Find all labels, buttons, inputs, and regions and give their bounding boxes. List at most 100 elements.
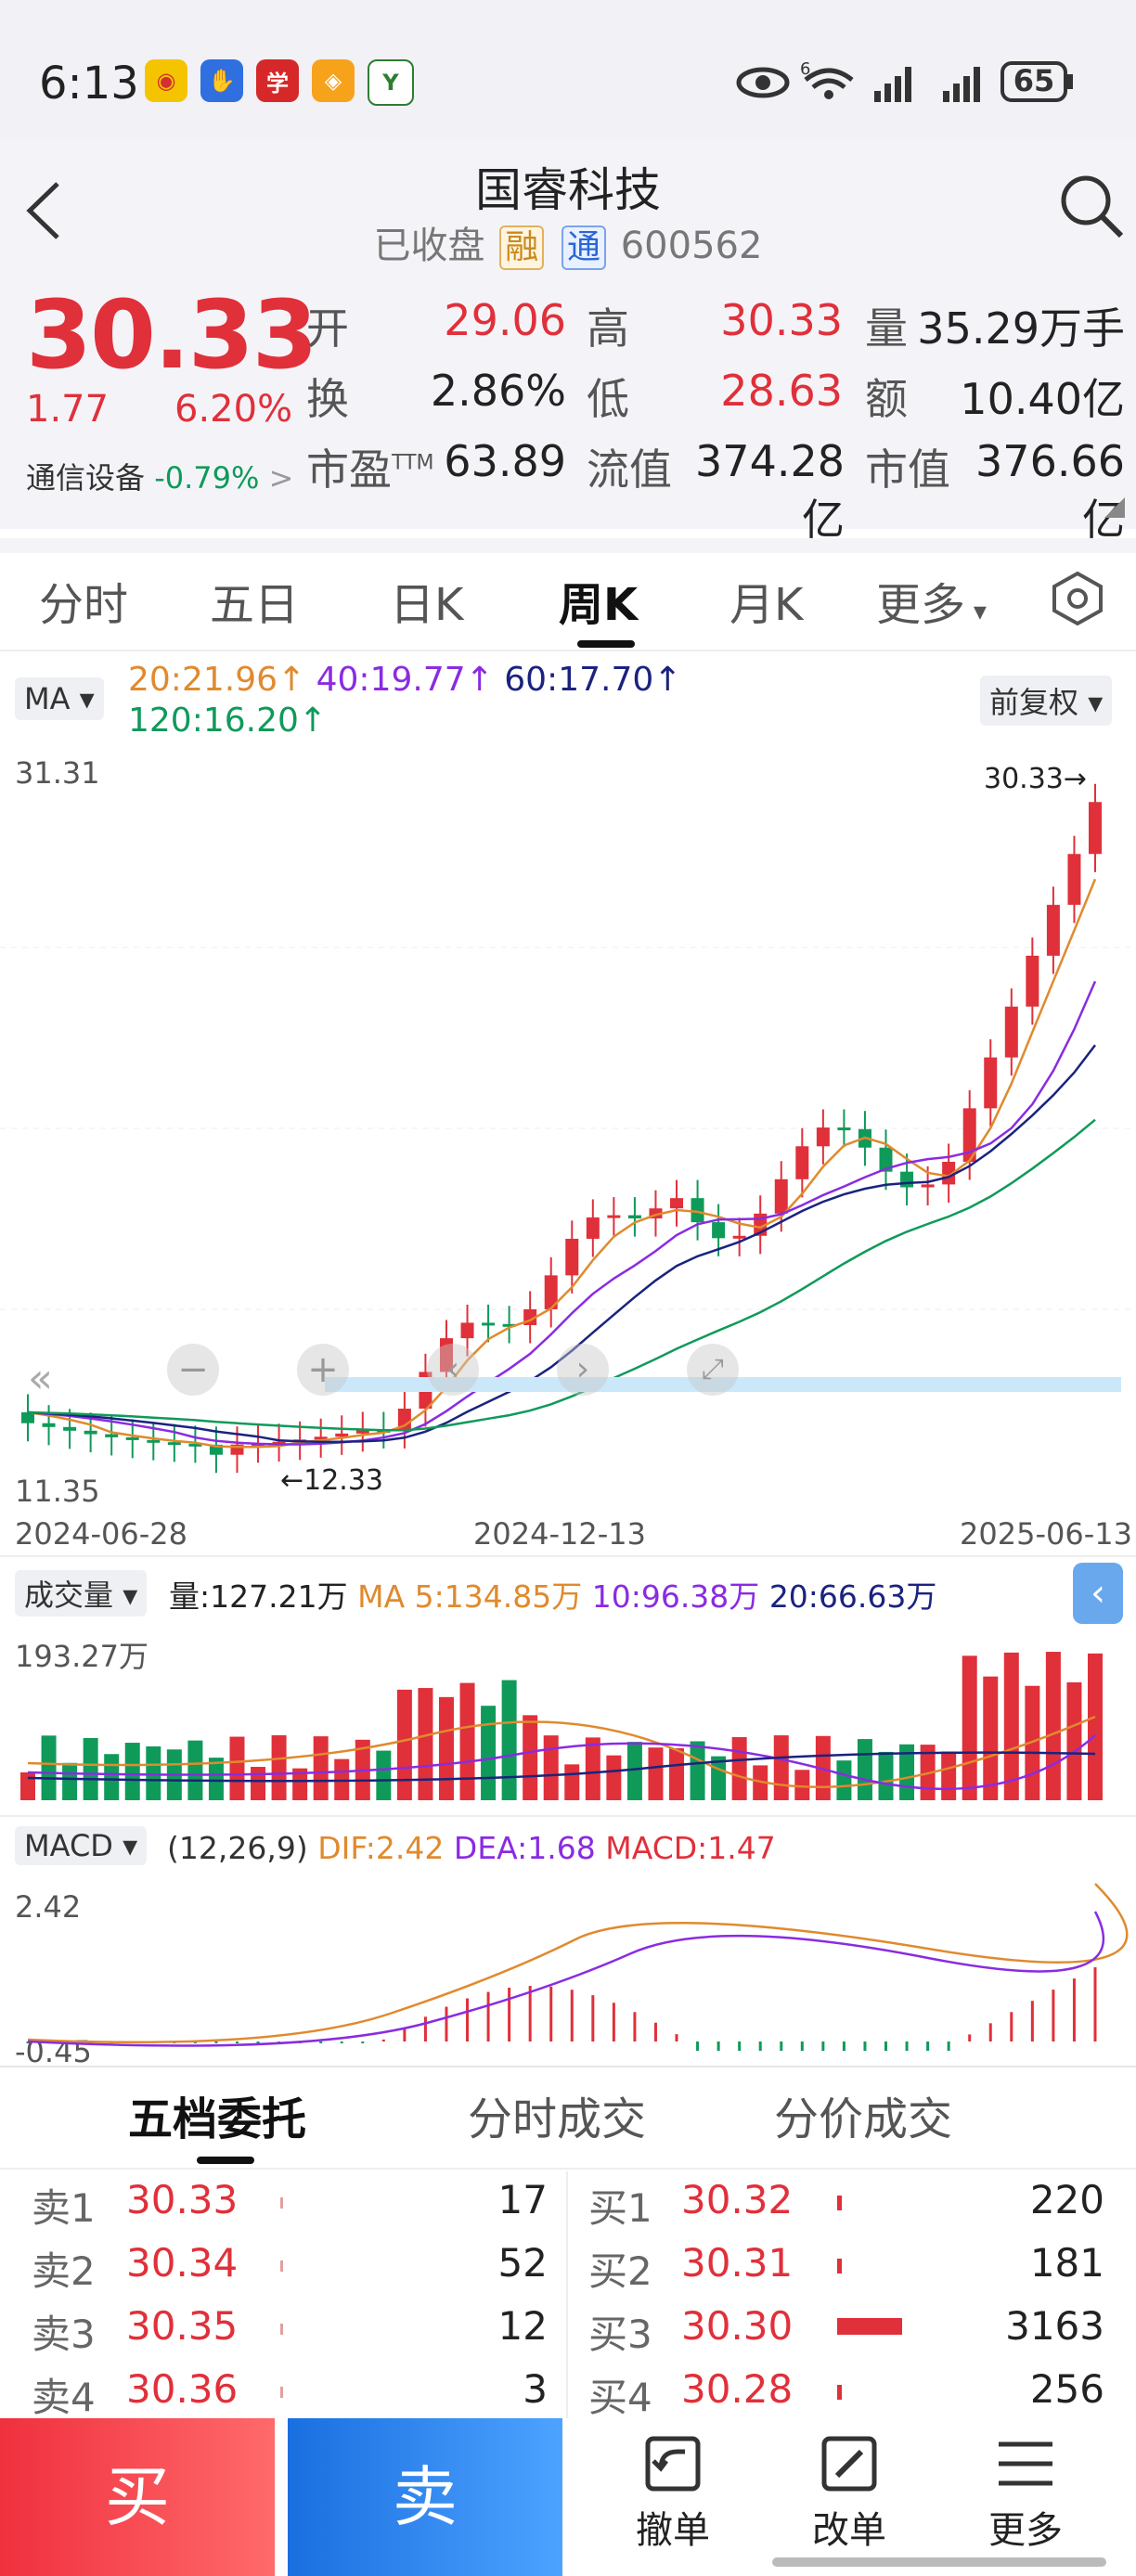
date-mid: 2024-12-13: [473, 1516, 646, 1552]
volume-max-label: 193.27万: [15, 1639, 148, 1674]
tab-more[interactable]: 更多 ▾: [876, 579, 987, 631]
bid1-price[interactable]: 30.32: [681, 2177, 794, 2222]
ask2-price[interactable]: 30.34: [126, 2240, 239, 2286]
battery-icon: [1000, 61, 1073, 102]
candle-body: [962, 1108, 976, 1163]
search-icon[interactable]: [1056, 171, 1127, 241]
candle-body: [649, 1208, 663, 1219]
sell-button[interactable]: 卖: [288, 2418, 562, 2576]
buy-button[interactable]: 买: [0, 2418, 275, 2576]
bid2-price[interactable]: 30.31: [681, 2240, 794, 2286]
volume-bar: [648, 1747, 664, 1800]
bid4-qty: 256: [1029, 2366, 1104, 2412]
volume-bar: [292, 1768, 308, 1800]
edit-order-button[interactable]: 改单: [789, 2431, 910, 2570]
volume-label: 量: [865, 303, 908, 354]
tab-time-trades[interactable]: 分时成交: [468, 2093, 647, 2145]
market-cap-value: 376.66亿: [975, 436, 1125, 545]
ma120-value: 120:16.20↑: [128, 702, 328, 740]
ask1-bar: [280, 2197, 283, 2209]
zoom-out-icon[interactable]: −: [167, 1344, 219, 1396]
battery-level: 65: [1013, 63, 1055, 98]
cancel-order-button[interactable]: 撤单: [613, 2431, 733, 2570]
ask3-price[interactable]: 30.35: [126, 2303, 239, 2349]
zoom-in-icon[interactable]: +: [297, 1344, 349, 1396]
candle-body: [544, 1275, 558, 1309]
candle-body: [21, 1411, 34, 1423]
candle-body: [63, 1426, 77, 1431]
candle-body: [670, 1198, 684, 1209]
volume-bar: [1003, 1652, 1019, 1800]
tab-intraday[interactable]: 分时: [39, 579, 129, 631]
tab-monthly-k[interactable]: 月K: [729, 579, 804, 631]
adjust-selector[interactable]: 前复权 ▾: [980, 676, 1113, 726]
candle-body: [627, 1215, 641, 1219]
bid3-label: 买3: [588, 2312, 652, 2357]
candle-body: [397, 1409, 411, 1431]
low-marker: ←12.33: [280, 1464, 384, 1497]
collapse-panel-icon[interactable]: ‹: [1073, 1563, 1123, 1624]
bid3-qty: 3163: [1005, 2303, 1104, 2349]
volume-bar: [313, 1736, 329, 1800]
signal-icon-1: [874, 67, 911, 102]
volume-bar: [731, 1737, 747, 1800]
volume-bar: [564, 1764, 580, 1800]
ask4-price[interactable]: 30.36: [126, 2366, 239, 2412]
macd-dea: DEA:1.68: [453, 1830, 596, 1866]
fullscreen-icon[interactable]: ⤢: [687, 1344, 739, 1396]
volume-bar: [20, 1772, 35, 1800]
scroll-track[interactable]: [325, 1377, 1121, 1392]
volume-ma10-line: [27, 1734, 1096, 1791]
volume-bar: [459, 1682, 475, 1800]
candle-body: [272, 1441, 286, 1445]
ask2-label: 卖2: [32, 2248, 96, 2294]
tab-order-book[interactable]: 五档委托: [128, 2093, 307, 2145]
pan-left-icon[interactable]: ‹: [427, 1344, 479, 1396]
high-value: 30.33: [720, 295, 843, 345]
candlestick-chart[interactable]: [0, 748, 1136, 1509]
ask2-bar: [280, 2260, 283, 2272]
ma40-line: [27, 980, 1097, 1446]
bid3-price[interactable]: 30.30: [681, 2303, 794, 2349]
candle-body: [900, 1171, 914, 1188]
settings-hexagon-icon[interactable]: [1049, 570, 1106, 627]
candle-body: [84, 1430, 97, 1435]
divider: [0, 2066, 1136, 2067]
ask4-qty: 3: [523, 2366, 548, 2412]
volume-selector[interactable]: 成交量 ▾: [15, 1570, 148, 1616]
macd-dea-line: [27, 1911, 1105, 2047]
back-icon[interactable]: [20, 178, 67, 243]
ask1-price[interactable]: 30.33: [126, 2177, 239, 2222]
menu-button[interactable]: 更多: [965, 2431, 1086, 2570]
ask1-label: 卖1: [32, 2185, 96, 2231]
sector-info[interactable]: 通信设备 -0.79% >: [26, 455, 293, 497]
open-label: 开: [306, 303, 349, 354]
stock-code: 600562: [620, 225, 763, 267]
ma-selector[interactable]: MA ▾: [15, 677, 104, 720]
candle-body: [125, 1436, 139, 1440]
tab-weekly-k[interactable]: 周K: [559, 579, 639, 631]
candle-body: [482, 1322, 496, 1326]
pan-right-icon[interactable]: ›: [557, 1344, 609, 1396]
tab-price-trades[interactable]: 分价成交: [774, 2093, 953, 2145]
market-status: 已收盘: [373, 225, 485, 267]
volume-bar: [773, 1735, 789, 1800]
volume-bar: [146, 1746, 161, 1800]
macd-selector[interactable]: MACD ▾: [15, 1826, 148, 1865]
volume-bar: [543, 1735, 559, 1800]
amount-label: 额: [865, 374, 908, 424]
ma-values: 20:21.96↑ 40:19.77↑ 60:17.70↑: [128, 661, 681, 699]
candle-body: [314, 1436, 328, 1440]
divider: [566, 2171, 568, 2418]
tab-five-day[interactable]: 五日: [210, 579, 300, 631]
pe-value: 63.89: [444, 436, 566, 486]
bid4-bar: [837, 2385, 842, 2400]
fast-back-icon[interactable]: «: [28, 1355, 53, 1402]
macd-info: (12,26,9) DIF:2.42 DEA:1.68 MACD:1.47: [167, 1830, 776, 1866]
bid4-price[interactable]: 30.28: [681, 2366, 794, 2412]
volume-bar: [62, 1762, 78, 1800]
tab-daily-k[interactable]: 日K: [390, 579, 464, 631]
ask4-label: 卖4: [32, 2375, 96, 2420]
app-icon-blue: ✋: [200, 59, 243, 102]
high-marker: 30.33→: [984, 763, 1088, 795]
